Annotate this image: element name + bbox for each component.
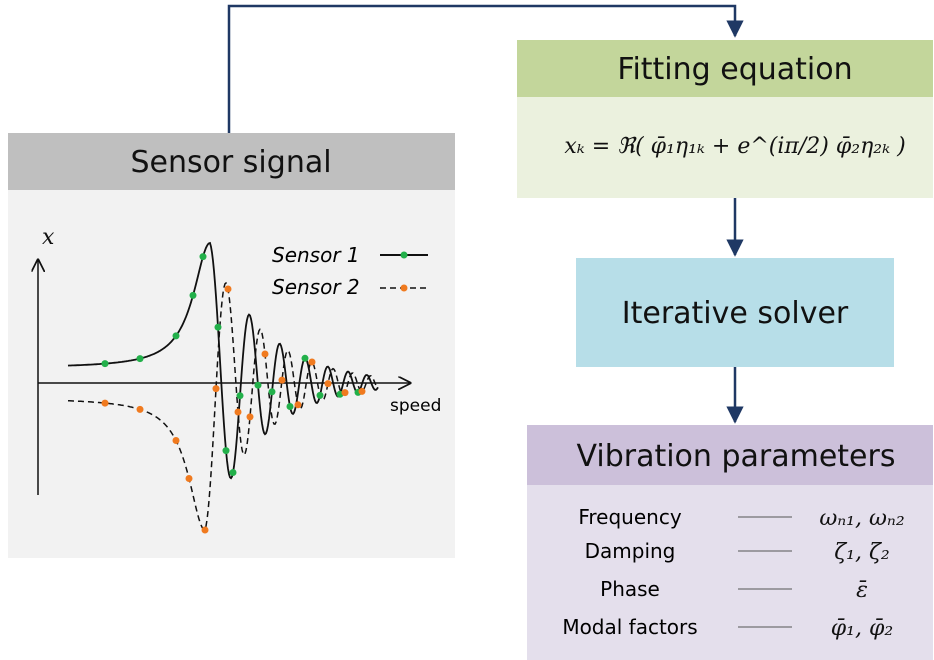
legend-label: Sensor 2 <box>272 275 360 299</box>
parameter-symbol: ωₙ₁, ωₙ₂ <box>819 506 904 531</box>
equation: xₖ = ℜ( φ̄₁η₁ₖ + e^(iπ/2) φ̄₂η₂ₖ ) <box>564 134 905 159</box>
parameter-symbol: ε̄ <box>856 578 868 603</box>
sensor-2-point <box>324 380 332 388</box>
panel-body <box>527 485 933 660</box>
sensor-2-point <box>101 399 109 407</box>
sensor-1-point <box>236 392 244 400</box>
axis-label: speed <box>390 396 441 416</box>
sensor-2-point <box>246 413 254 421</box>
sensor-2-point <box>294 401 302 409</box>
panel-title: Fitting equation <box>617 52 852 87</box>
sensor-2-point <box>308 358 316 366</box>
parameter-name: Damping <box>585 539 676 563</box>
parameter-rows: Frequency ωₙ₁, ωₙ₂ Damping ζ₁, ζ₂ Phase ε̄ Mod… <box>562 505 904 641</box>
sensor-1-point <box>268 388 276 396</box>
panel-body <box>517 97 933 198</box>
sensor-2-point <box>172 437 180 444</box>
panel-header <box>527 425 933 485</box>
sensor-1-point <box>286 403 294 410</box>
legend-dot <box>400 251 408 259</box>
sensor-1-point <box>301 354 309 362</box>
sensor-2-point <box>185 475 193 482</box>
parameter-name: Modal factors <box>562 615 697 639</box>
axis-label: x <box>42 225 55 250</box>
sensor-1-point <box>101 360 109 368</box>
sensor-2-point <box>278 376 286 384</box>
sensor-2-point <box>358 387 366 395</box>
panel-body <box>8 190 455 558</box>
legend-dot <box>400 284 408 292</box>
sensor-2-point <box>212 385 220 393</box>
sensor-1-point <box>254 381 262 389</box>
panel-title: Iterative solver <box>622 296 849 331</box>
sensor-1-point <box>136 355 144 363</box>
sensor-1-point <box>172 332 180 340</box>
parameter-name: Frequency <box>578 505 681 529</box>
sensor-1-point <box>214 323 222 331</box>
signal-curves <box>67 241 379 534</box>
parameter-name: Phase <box>600 577 660 601</box>
sensor-2-point <box>261 350 269 358</box>
panel-title: Sensor signal <box>130 145 331 180</box>
sensor-1-point <box>199 253 207 261</box>
connector <box>227 4 744 133</box>
parameter-symbol: ζ₁, ζ₂ <box>834 540 889 565</box>
sensor-1-curve <box>67 241 379 480</box>
legend-label: Sensor 1 <box>272 243 360 267</box>
panel <box>576 258 894 367</box>
sensor-2-point <box>201 526 209 534</box>
sensor-2-point <box>234 408 242 416</box>
panel-header <box>517 40 933 97</box>
panel-header <box>8 133 455 190</box>
sensor-2-point <box>224 285 232 293</box>
sensor-1-point <box>189 291 197 299</box>
sensor-2-curve <box>68 281 379 531</box>
sensor-2-point <box>136 405 144 413</box>
sensor-1-point <box>316 391 324 399</box>
sensor-1-point <box>222 447 230 455</box>
parameter-symbol: φ̄₁, φ̄₂ <box>831 616 893 641</box>
sensor-1-point <box>229 469 237 476</box>
sensor-2-point <box>341 389 349 397</box>
panel-title: Vibration parameters <box>577 439 896 474</box>
